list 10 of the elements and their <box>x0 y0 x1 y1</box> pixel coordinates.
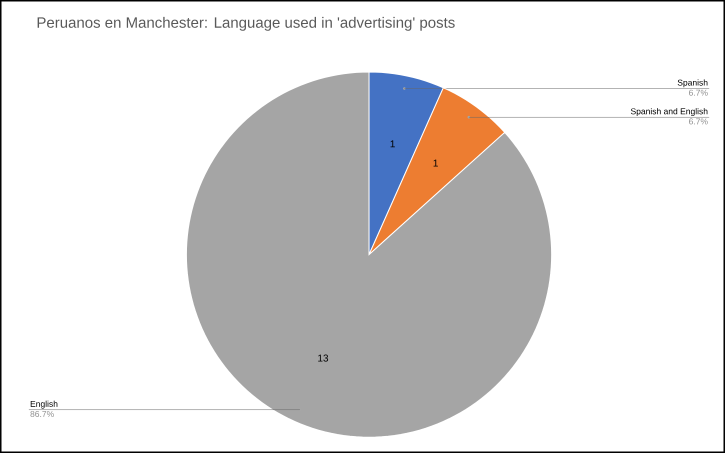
slice-label: Spanish and English <box>630 108 708 116</box>
text: 86.7% <box>30 410 54 417</box>
data-label: 13 <box>318 354 328 362</box>
data-label: 1 <box>434 160 438 166</box>
data-label: 1 <box>390 140 395 148</box>
text: 6.7% <box>689 90 708 96</box>
slice-label: Spanish <box>678 79 708 88</box>
slice-label: English <box>30 400 58 409</box>
text: 6.7% <box>689 118 708 124</box>
chart-title: Peruanos en Manchester: Language used in 'advertising' posts <box>38 16 455 31</box>
